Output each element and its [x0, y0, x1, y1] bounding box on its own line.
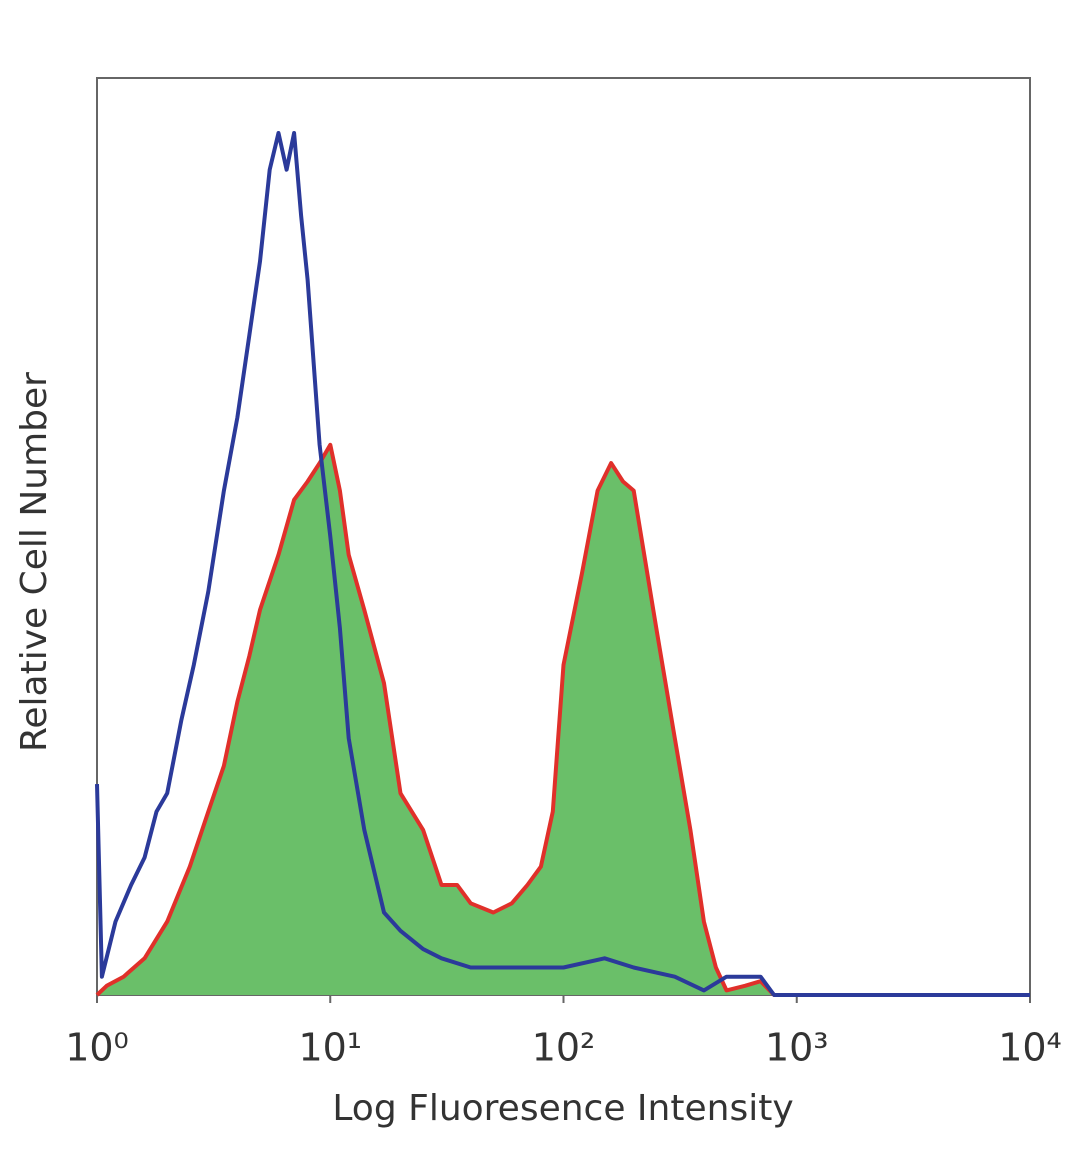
x-tick-label: 10¹ — [298, 1026, 362, 1070]
x-tick-label: 10² — [532, 1026, 596, 1070]
histogram-line — [95, 131, 1030, 997]
x-axis-label: Log Fluoresence Intensity — [332, 1088, 793, 1129]
x-tick-label: 10⁴ — [998, 1026, 1062, 1070]
x-tick-label: 10⁰ — [65, 1026, 129, 1070]
histogram-line — [95, 442, 1030, 997]
x-tick-label: 10³ — [765, 1026, 829, 1070]
y-axis-label: Relative Cell Number — [14, 372, 55, 752]
histogram-fill — [97, 444, 1030, 995]
